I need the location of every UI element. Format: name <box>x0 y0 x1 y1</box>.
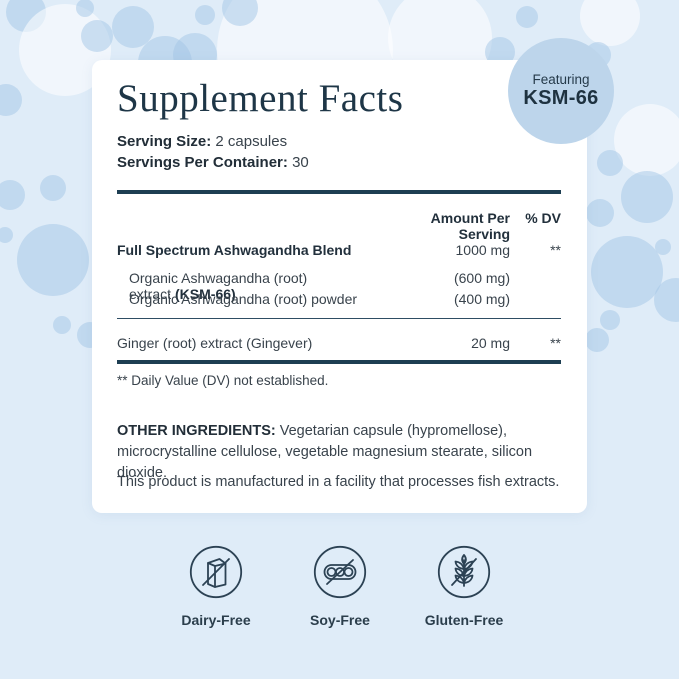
table-row-blend: Full Spectrum Ashwagandha Blend 1000 mg … <box>117 242 561 258</box>
divider-thick-top <box>117 190 561 194</box>
column-amount-per-serving: Amount Per Serving <box>430 210 510 242</box>
bubble-decoration <box>0 84 22 116</box>
feature-label: Soy-Free <box>310 612 370 628</box>
divider-thin <box>117 318 561 319</box>
other-ingredients-text: Vegetarian capsule (hypromellose), micro… <box>117 423 533 481</box>
dairy-free-icon <box>189 545 243 599</box>
table-header-row: Amount Per Serving % DV <box>117 210 561 242</box>
bubble-decoration <box>600 310 620 330</box>
feature-label: Gluten-Free <box>424 612 504 628</box>
gluten-free-icon <box>437 545 491 599</box>
bubble-decoration <box>81 20 113 52</box>
serving-size-line: Serving Size: 2 capsules <box>117 133 287 150</box>
badge-ksm66-text: KSM-66 <box>523 87 599 109</box>
table-row-extract: Organic Ashwagandha (root) extract (KSM-6… <box>129 270 510 302</box>
bubble-decoration <box>516 6 538 28</box>
bubble-decoration <box>0 180 25 210</box>
allergen-note: This product is manufactured in a facili… <box>117 474 560 490</box>
soy-free-icon <box>313 545 367 599</box>
feature-label: Dairy-Free <box>181 612 251 628</box>
bubble-decoration <box>621 171 673 223</box>
badge-featuring-text: Featuring <box>532 72 590 87</box>
ksm66-badge: Featuring KSM-66 <box>508 38 614 144</box>
bubble-decoration <box>591 236 663 308</box>
bubble-decoration <box>40 175 66 201</box>
bubble-decoration <box>17 224 89 296</box>
serving-size-value: 2 capsules <box>215 133 288 150</box>
other-ingredients-label: OTHER INGREDIENTS: <box>117 423 276 439</box>
servings-per-container-value: 30 <box>292 154 309 171</box>
servings-per-container-line: Servings Per Container: 30 <box>117 154 309 171</box>
bubble-decoration <box>614 104 679 176</box>
table-row-powder: Organic Ashwagandha (root) powder (400 m… <box>129 291 510 307</box>
bubble-decoration <box>195 5 215 25</box>
bubble-decoration <box>655 239 671 255</box>
bubble-decoration <box>76 0 94 17</box>
divider-thick-bottom <box>117 360 561 364</box>
other-ingredients: OTHER INGREDIENTS: Vegetarian capsule (h… <box>117 421 563 484</box>
bubble-decoration <box>586 199 614 227</box>
feature-soy-free: Soy-Free <box>280 544 400 628</box>
serving-size-label: Serving Size: <box>117 133 212 150</box>
bubble-decoration <box>112 6 154 48</box>
feature-gluten-free: Gluten-Free <box>404 544 524 628</box>
bubble-decoration <box>0 227 13 243</box>
bubble-decoration <box>585 328 609 352</box>
bubble-decoration <box>53 316 71 334</box>
dv-footnote: ** Daily Value (DV) not established. <box>117 373 329 388</box>
page-title: Supplement Facts <box>117 77 404 120</box>
table-row-ginger: Ginger (root) extract (Gingever) 20 mg *… <box>117 335 561 351</box>
column-percent-dv: % DV <box>525 210 561 226</box>
feature-dairy-free: Dairy-Free <box>156 544 276 628</box>
bubble-decoration <box>580 0 640 46</box>
supplement-facts-card: Supplement Facts Serving Size: 2 capsule… <box>92 60 587 513</box>
bubble-decoration <box>597 150 623 176</box>
servings-per-container-label: Servings Per Container: <box>117 154 288 171</box>
